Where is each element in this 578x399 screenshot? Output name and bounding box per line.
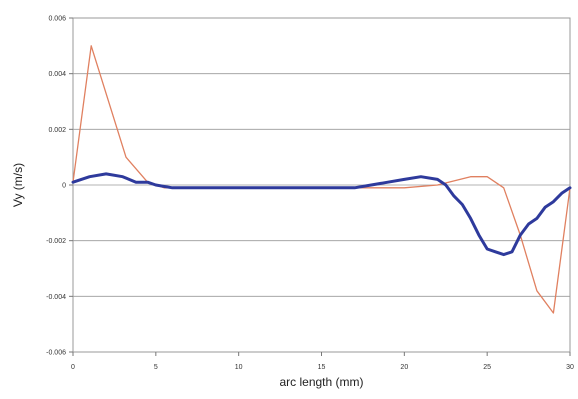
y-tick-label: 0.004	[48, 71, 66, 78]
y-tick-label: 0.006	[48, 16, 66, 23]
y-tick-label: -0.006	[46, 350, 66, 357]
x-tick-label: 0	[71, 364, 75, 371]
y-tick-label: -0.004	[46, 294, 66, 301]
series-line-1	[72, 45, 571, 314]
y-tick-label: 0	[62, 183, 66, 190]
x-tick-label: 15	[318, 364, 326, 371]
series-line-2	[71, 172, 572, 257]
x-tick-label: 20	[400, 364, 408, 371]
x-axis-title: arc length (mm)	[279, 375, 363, 389]
y-axis: 0.006 0.004 0.002 0 -0.002 -0.004 -0.006	[46, 16, 73, 357]
series-layer	[71, 45, 572, 314]
x-tick-label: 5	[154, 364, 158, 371]
y-tick-label: 0.002	[48, 127, 66, 134]
x-tick-label: 30	[566, 364, 574, 371]
y-tick-label: -0.002	[46, 238, 66, 245]
x-tick-label: 10	[235, 364, 243, 371]
y-axis-title: Vy (m/s)	[11, 163, 25, 207]
x-tick-label: 25	[483, 364, 491, 371]
x-axis: 0 5 10 15 20 25 30	[71, 352, 574, 371]
